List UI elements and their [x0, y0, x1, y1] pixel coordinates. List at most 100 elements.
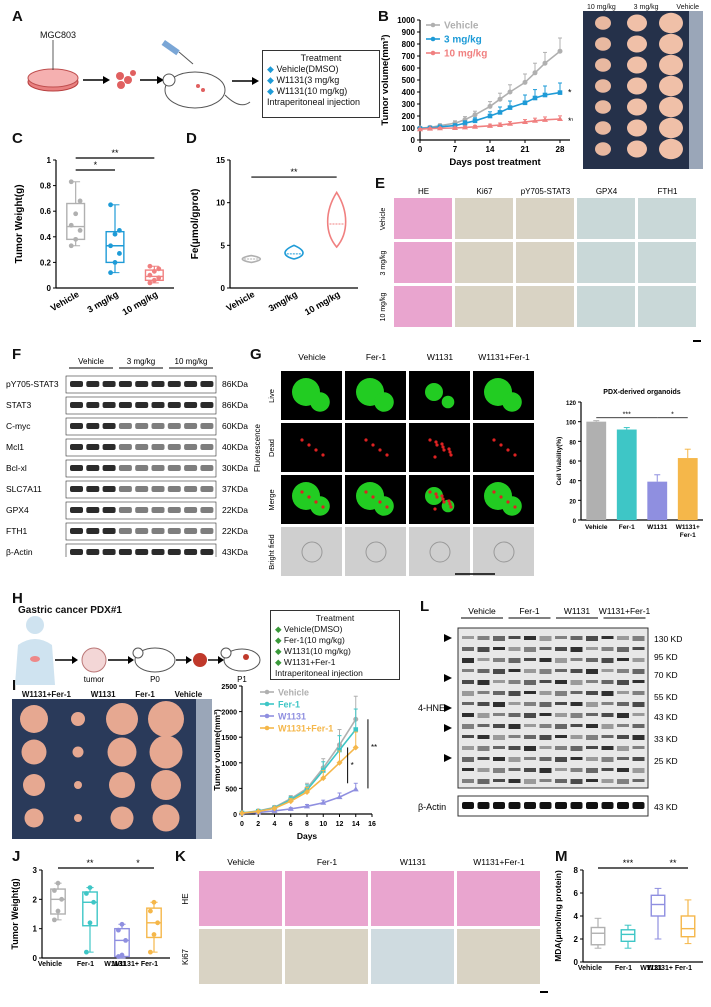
route-label: Intraperitoneal injection	[267, 97, 361, 107]
data-point	[287, 805, 294, 811]
y-tick-label: 2500	[221, 684, 237, 691]
dead-cell	[448, 502, 452, 506]
blot-band	[617, 680, 629, 685]
blot-band	[617, 669, 629, 673]
blot-band	[555, 779, 567, 783]
row-label: Ki67	[181, 948, 190, 965]
x-tick-label: 14	[486, 145, 495, 154]
blot-band	[508, 669, 521, 672]
organoid	[502, 496, 522, 516]
blot-band	[570, 724, 583, 727]
tumor	[659, 75, 683, 97]
protein-label: FTH1	[6, 526, 28, 536]
data-point	[497, 96, 503, 102]
sig-label: *	[671, 412, 674, 419]
data-point	[151, 277, 157, 283]
blot-band	[508, 647, 521, 651]
blot-band	[477, 724, 490, 727]
column-header: Ki67	[476, 187, 493, 196]
data-point	[532, 95, 538, 101]
data-point	[148, 908, 153, 914]
blot-band	[151, 507, 165, 513]
row-label: 10 mg/kg	[380, 292, 387, 321]
sig-label: *	[94, 160, 98, 170]
treatment-item: ◆ W1131(3 mg/kg	[267, 75, 340, 85]
tumor	[74, 781, 82, 789]
blot-band	[493, 779, 505, 782]
blot-band	[539, 702, 552, 707]
box	[66, 202, 86, 241]
photo-label: 3 mg/kg	[633, 4, 659, 11]
step-label: P0	[150, 675, 160, 684]
tumor	[74, 814, 82, 822]
dead-cell	[440, 442, 444, 446]
blot-band	[508, 691, 521, 696]
y-tick-label: 3	[33, 866, 38, 875]
blot-band	[477, 647, 490, 652]
mouse-icon	[162, 71, 251, 109]
data-point	[507, 120, 513, 126]
pdx-title: Gastric cancer PDX#1	[18, 605, 122, 616]
dead-cell	[435, 495, 439, 499]
blot-band	[167, 507, 181, 513]
chart-b: 0 100 200 300 400 500 600 700 800 900 1000 Tumor vo…	[380, 16, 573, 168]
dead-cell	[300, 490, 304, 494]
y-tick-label: 100	[566, 421, 577, 427]
blot-band	[524, 702, 536, 706]
blot-band	[632, 802, 645, 809]
panel-letter-d: D	[186, 130, 197, 147]
treatment-item: ◆ W1131(10 mg/kg)	[267, 86, 348, 96]
x-tick-label: 14	[352, 821, 360, 828]
arrow-icon	[55, 656, 78, 664]
blot-band	[477, 680, 490, 685]
y-tick-label: 60	[569, 460, 576, 466]
legend-marker	[264, 689, 270, 695]
y-tick-label: 0	[47, 284, 52, 293]
blot-band	[586, 647, 598, 650]
ruler-icon	[196, 699, 212, 839]
y-tick-label: 600	[402, 64, 416, 73]
data-point	[487, 113, 493, 119]
y-tick-label: 1500	[221, 735, 237, 742]
data-point	[255, 808, 262, 815]
dead-cell	[435, 443, 439, 447]
treatment-label: Fer-1(10 mg/kg)	[283, 635, 345, 645]
data-point	[108, 243, 113, 249]
blot-band	[586, 680, 598, 683]
blot-band	[493, 724, 505, 728]
data-point	[472, 112, 478, 118]
tumor	[595, 142, 611, 156]
blot-band	[493, 658, 505, 662]
photo-label: W1131	[90, 690, 116, 699]
blot-band	[200, 507, 214, 513]
treatment-label: Vehicle(DMSO)	[276, 64, 339, 74]
data-point	[522, 79, 528, 85]
data-point	[532, 117, 538, 123]
panel-letter-c: C	[12, 130, 23, 147]
blot-band	[601, 680, 614, 684]
dead-cell	[513, 453, 517, 457]
blot-band	[151, 465, 165, 471]
dead-cell	[492, 438, 496, 442]
blot-band	[524, 713, 536, 718]
tumor	[659, 138, 683, 160]
data-point	[542, 92, 548, 98]
tumor	[20, 705, 48, 733]
x-tick-label: Fer-1	[77, 961, 94, 968]
dead-cell	[364, 438, 368, 442]
blot-band	[570, 746, 583, 751]
tumor	[659, 33, 683, 55]
data-point	[271, 805, 278, 812]
y-tick-label: 2000	[221, 710, 237, 717]
legend-label: W1131+Fer-1	[278, 724, 333, 734]
blot-band	[617, 779, 629, 784]
blot-band	[200, 528, 214, 534]
ihc-grid: HE Ki67 pY705-STAT3 GPX4 FTH1 Vehicle 3 mg/kg 1…	[380, 187, 701, 342]
blot-band	[184, 486, 198, 492]
blot-band	[86, 423, 100, 429]
organoid	[425, 487, 443, 505]
sig-label: **	[290, 167, 298, 177]
x-tick-label: 3mg/kg	[267, 289, 299, 313]
box	[680, 915, 696, 938]
y-axis-label: Tumor Weight(g)	[14, 184, 25, 263]
